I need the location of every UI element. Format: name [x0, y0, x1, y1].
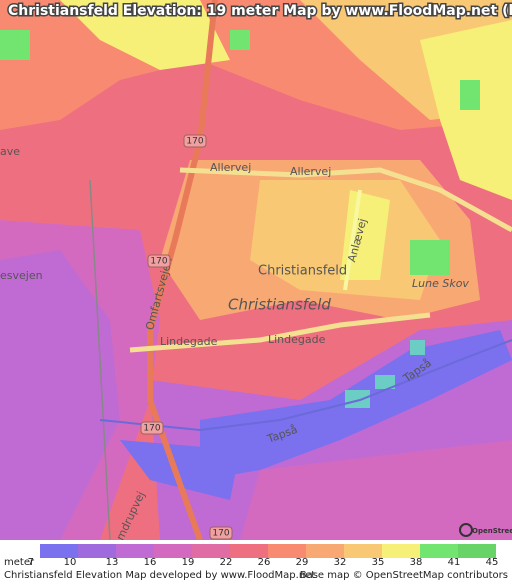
legend-swatch [78, 544, 116, 558]
legend-swatch [230, 544, 268, 558]
place-label: Lune Skov [412, 277, 469, 290]
road-shield: 170 [143, 424, 160, 434]
legend-swatch [116, 544, 154, 558]
legend-value: 10 [64, 557, 77, 568]
legend-value: 16 [144, 557, 157, 568]
place-label: Christiansfeld [228, 296, 331, 314]
legend-swatch [344, 544, 382, 558]
legend-value: 19 [182, 557, 195, 568]
legend-value: 45 [486, 557, 499, 568]
street-label: Lindegade [160, 335, 218, 348]
road-shield: 170 [150, 257, 167, 267]
street-label: esvejen [0, 269, 43, 282]
legend-swatch [458, 544, 496, 558]
street-label: Allervej [210, 161, 251, 174]
place-label: Christiansfeld [258, 264, 347, 279]
road-shield: 170 [186, 137, 203, 147]
legend-swatch [40, 544, 78, 558]
title: Christiansfeld Elevation: 19 meter Map b… [8, 3, 512, 19]
legend-swatch [268, 544, 306, 558]
legend-swatch [154, 544, 192, 558]
legend-value: 7 [28, 557, 34, 568]
legend-value: 38 [410, 557, 423, 568]
legend-swatch [192, 544, 230, 558]
street-label: Allervej [290, 165, 331, 178]
footer-right: Base map © OpenStreetMap contributors [300, 570, 508, 581]
footer-left: Christiansfeld Elevation Map developed b… [4, 570, 315, 581]
legend-unit: meter [4, 557, 35, 568]
legend-swatch [382, 544, 420, 558]
legend-value: 41 [448, 557, 461, 568]
legend-value: 26 [258, 557, 271, 568]
street-label: ave [0, 145, 20, 158]
legend-value: 32 [334, 557, 347, 568]
legend-swatch [420, 544, 458, 558]
legend-value: 29 [296, 557, 309, 568]
legend-value: 13 [106, 557, 119, 568]
legend-value: 22 [220, 557, 233, 568]
street-label: Lindegade [268, 333, 326, 346]
legend-swatch [306, 544, 344, 558]
road-shield: 170 [212, 529, 229, 539]
legend-value: 35 [372, 557, 385, 568]
elevation-layer [0, 0, 512, 540]
osm-logo: OpenStreetMap [472, 527, 512, 535]
